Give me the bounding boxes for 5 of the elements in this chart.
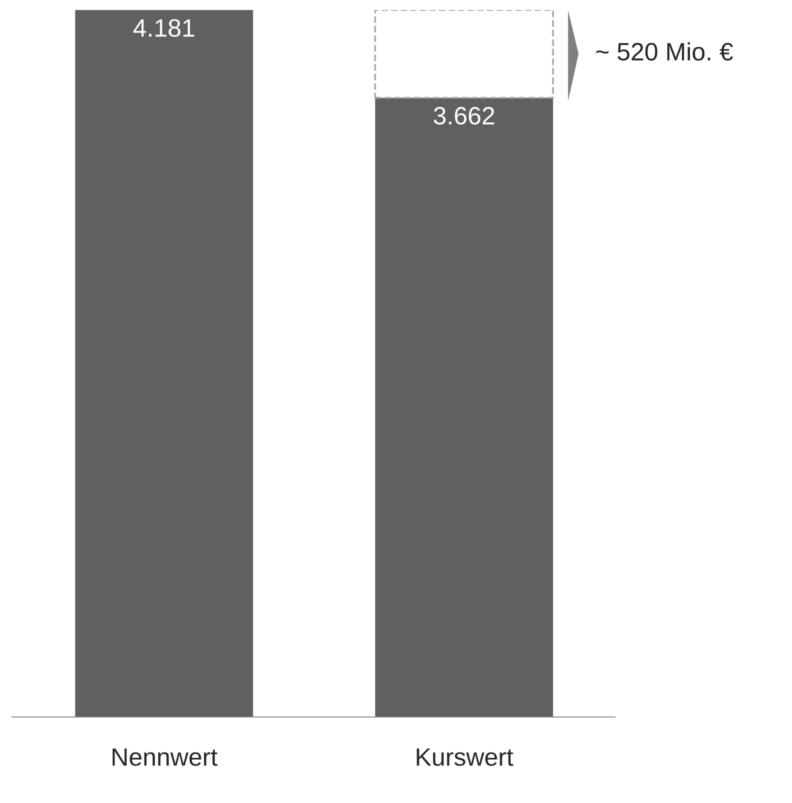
data-label: 3.662 [434,106,494,125]
x-tick-label: Nennwert [112,748,218,766]
x-tick-label: Kurswert [416,748,514,766]
data-label: 4.181 [133,19,194,37]
annotation: ~ 520 Mio. € [596,42,733,61]
